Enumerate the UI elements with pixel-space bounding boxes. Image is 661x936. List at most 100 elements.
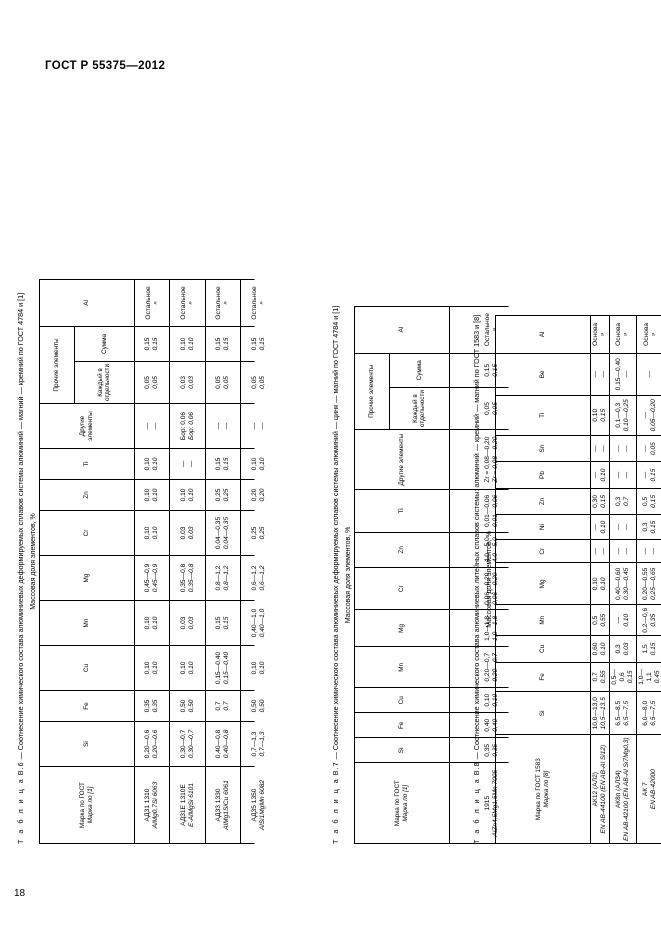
cell-cr: — — bbox=[590, 539, 610, 563]
table-row: АК12 (АЛ2) EN AB-44100 (EN AB-Al Si12) 1… bbox=[590, 315, 610, 844]
cell-al: Остальное» bbox=[134, 279, 170, 327]
grade-line2: E-AlMgSi 6101 bbox=[187, 783, 195, 827]
table-b7: Марка по ГОСТ Марка по [1] Si Fe Cu Mn M… bbox=[354, 305, 535, 844]
col-header-trace-group: Прочие элементы bbox=[354, 353, 390, 430]
cell-fe: 0,7 0,7 bbox=[205, 690, 241, 722]
caption-lead: Т а б л и ц а bbox=[331, 777, 340, 844]
cell-sn: — — bbox=[609, 435, 637, 462]
page-header: ГОСТ Р 55375—2012 bbox=[45, 60, 166, 72]
col-header-trace-each: Каждый в отдельности bbox=[74, 361, 135, 404]
cell-al: Остальное» bbox=[205, 279, 241, 327]
table-row: АК8п (АЛ34) EN AB-42100 (EN AB-Al Si7Mg0… bbox=[609, 315, 637, 844]
cell-al: Остальное» bbox=[169, 279, 206, 327]
cell-ti: 0,10 0,10 bbox=[134, 448, 170, 480]
cell-cu: 0,3 0,03 bbox=[609, 635, 637, 663]
cell-al: Остальное» bbox=[240, 279, 277, 327]
cell-trace-sum: 0,15 0,15 bbox=[205, 326, 241, 362]
col-header-zn: Zn bbox=[39, 479, 135, 511]
grade-header-line1: Марка по ГОСТ bbox=[394, 780, 402, 827]
cell-other: — — bbox=[240, 403, 277, 449]
col-header-trace-each: Каждый в отдельности bbox=[389, 387, 450, 430]
cell-other: Бор: 0,06 Бор: 0,06 bbox=[169, 403, 206, 449]
grade-header-line1: Марка по ГОСТ bbox=[79, 782, 87, 828]
row-grade: АД35 1350 AlSi1MgMn 6082 bbox=[240, 766, 277, 844]
col-header-grade: Марка по ГОСТ 1583 Марка по [8] bbox=[495, 734, 591, 844]
cell-fe: 0,50 0,50 bbox=[240, 690, 277, 722]
cell-mg: 0,20—0,55 0,25—0,65 bbox=[636, 562, 661, 605]
cell-other: — — bbox=[134, 403, 170, 449]
cell-si: 0,20—0,6 0,20—0,6 bbox=[134, 721, 170, 767]
cell-trace-each: 0,05 0,05 bbox=[134, 361, 170, 404]
col-header-zn: Zn bbox=[495, 488, 591, 515]
col-header-al: Al bbox=[354, 306, 450, 354]
cell-pb: — — bbox=[609, 461, 637, 489]
table-row: АД31 1310 AlMg0,7Si 6063 0,20—0,6 0,20—0,… bbox=[134, 279, 170, 844]
caption-text: Соотнесение химического состава алюминие… bbox=[472, 314, 481, 751]
cell-trace-sum: 0,10 0,10 bbox=[169, 326, 206, 362]
caption-number: В.6 bbox=[16, 761, 25, 776]
cell-zn: 0,25 0,25 bbox=[205, 479, 241, 511]
cell-cr: 0,03 0,03 bbox=[169, 510, 206, 556]
cell-ti: 0,1—0,3 0,10—0,25 bbox=[609, 395, 637, 436]
cell-mg: 0,45—0,9 0,45—0,9 bbox=[134, 555, 170, 601]
col-header-sn: Sn bbox=[495, 435, 591, 462]
cell-fe: 1,0—1,1 0,45 bbox=[636, 662, 661, 692]
row-grade: АК 7 EN AB-42000 bbox=[636, 734, 661, 844]
grade-line2: AlMg0,7Si 6063 bbox=[152, 781, 160, 829]
row-grade: АК12 (АЛ2) EN AB-44100 (EN AB-Al Si12) bbox=[590, 734, 610, 844]
cell-other: — — bbox=[205, 403, 241, 449]
cell-si: 10,0—13,0 10,5—13,5 bbox=[590, 691, 610, 735]
col-header-mn: Mn bbox=[39, 600, 135, 646]
cell-zn: 0,10 0,10 bbox=[134, 479, 170, 511]
col-header-be: Be bbox=[495, 353, 591, 396]
col-header-mg: Mg bbox=[495, 562, 591, 605]
cell-cr: — — bbox=[636, 539, 661, 563]
col-header-grade: Марка по ГОСТ Марка по [1] bbox=[39, 766, 135, 844]
cell-mn: 0,2—0,6 0,35 bbox=[636, 604, 661, 636]
cell-fe: 0,7 0,55 bbox=[590, 662, 610, 692]
cell-cr: — — bbox=[609, 539, 637, 563]
cell-be: 0,15—0,40— bbox=[609, 353, 637, 396]
col-header-mg: Mg bbox=[39, 555, 135, 601]
cell-ti: —0,05—0,20 bbox=[636, 395, 661, 436]
cell-mg: 0,8—1,2 0,8—1,2 bbox=[205, 555, 241, 601]
cell-mg: 0,40—0,60 0,30—0,45 bbox=[609, 562, 637, 605]
cell-al: Основа» bbox=[609, 315, 637, 354]
grade-line1: АК8п (АЛ34) bbox=[615, 770, 623, 809]
row-grade: АК8п (АЛ34) EN AB-42100 (EN AB-Al Si7Mg0… bbox=[609, 734, 637, 844]
cell-si: 6,5—8,5 6,5—7,5 bbox=[609, 691, 637, 735]
cell-sn: — — bbox=[590, 435, 610, 462]
col-header-cr: Cr bbox=[495, 539, 591, 563]
grade-header-line2: Марка по [8] bbox=[543, 770, 550, 808]
table-body-b8: АК12 (АЛ2) EN AB-44100 (EN AB-Al Si12) 1… bbox=[590, 315, 661, 844]
col-header-trace-sum: Сумма bbox=[74, 326, 135, 362]
col-header-mg: Mg bbox=[354, 609, 450, 647]
cell-al: Основа» bbox=[590, 315, 610, 354]
row-grade: АД31Е 1310Е E-AlMgSi 6101 bbox=[169, 766, 206, 844]
table-caption-b8: Т а б л и ц а В.8 — Соотнесение химическ… bbox=[472, 315, 481, 844]
col-header-mn: Mn bbox=[354, 646, 450, 688]
col-header-trace-group: Прочие элементы bbox=[39, 326, 75, 404]
col-header-fe: Fe bbox=[39, 690, 135, 722]
col-header-ti: Ti bbox=[354, 489, 450, 533]
cell-mg: 0,10 0,10 bbox=[590, 562, 610, 605]
cell-cu: 0,60 0,10 bbox=[590, 635, 610, 663]
cell-pb: —0,10 bbox=[590, 461, 610, 489]
caption-number: В.7 bbox=[331, 761, 340, 776]
cell-cu: 0,15—0,40 0,15—0,40 bbox=[205, 645, 241, 691]
table-subtitle-b6: Массовая доля элементов, % bbox=[30, 513, 37, 610]
cell-ni: —0,10 bbox=[590, 514, 610, 540]
cell-si: 0,7—1,3 0,7—1,3 bbox=[240, 721, 277, 767]
col-header-grade: Марка по ГОСТ Марка по [1] bbox=[354, 762, 450, 844]
grade-line1: АД35 1350 bbox=[250, 788, 258, 822]
table-row: АД35 1350 AlSi1MgMn 6082 0,7—1,3 0,7—1,3 … bbox=[240, 279, 277, 844]
caption-dash: — bbox=[16, 752, 25, 760]
col-header-cr: Cr bbox=[39, 510, 135, 556]
cell-zn: 0,10 0,10 bbox=[169, 479, 206, 511]
cell-trace-each: 0,03 0,03 bbox=[169, 361, 206, 404]
table-row: АД33 1330 AlMg1SiCu 6061 0,40—0,8 0,40—0,… bbox=[205, 279, 241, 844]
grade-line1: АД33 1330 bbox=[215, 788, 223, 822]
cell-si: 0,40—0,8 0,40—0,8 bbox=[205, 721, 241, 767]
grade-line2: EN AB-42000 bbox=[650, 769, 658, 810]
cell-cr: 0,10 0,10 bbox=[134, 510, 170, 556]
